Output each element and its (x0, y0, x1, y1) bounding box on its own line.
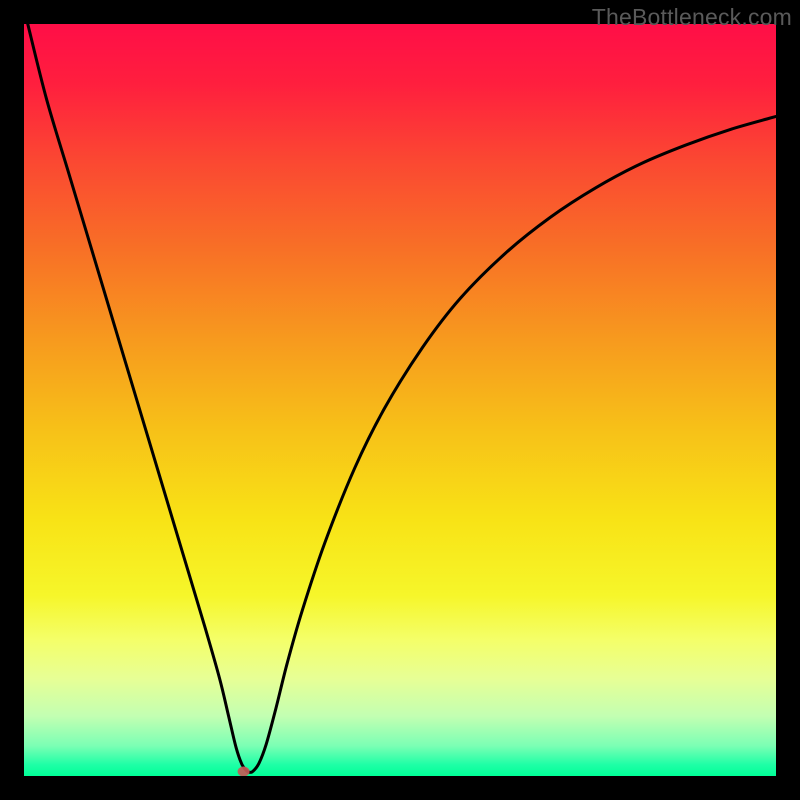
plot-area (24, 24, 776, 776)
chart-container: TheBottleneck.com (0, 0, 800, 800)
plot-svg (24, 24, 776, 776)
watermark-text: TheBottleneck.com (592, 4, 792, 31)
